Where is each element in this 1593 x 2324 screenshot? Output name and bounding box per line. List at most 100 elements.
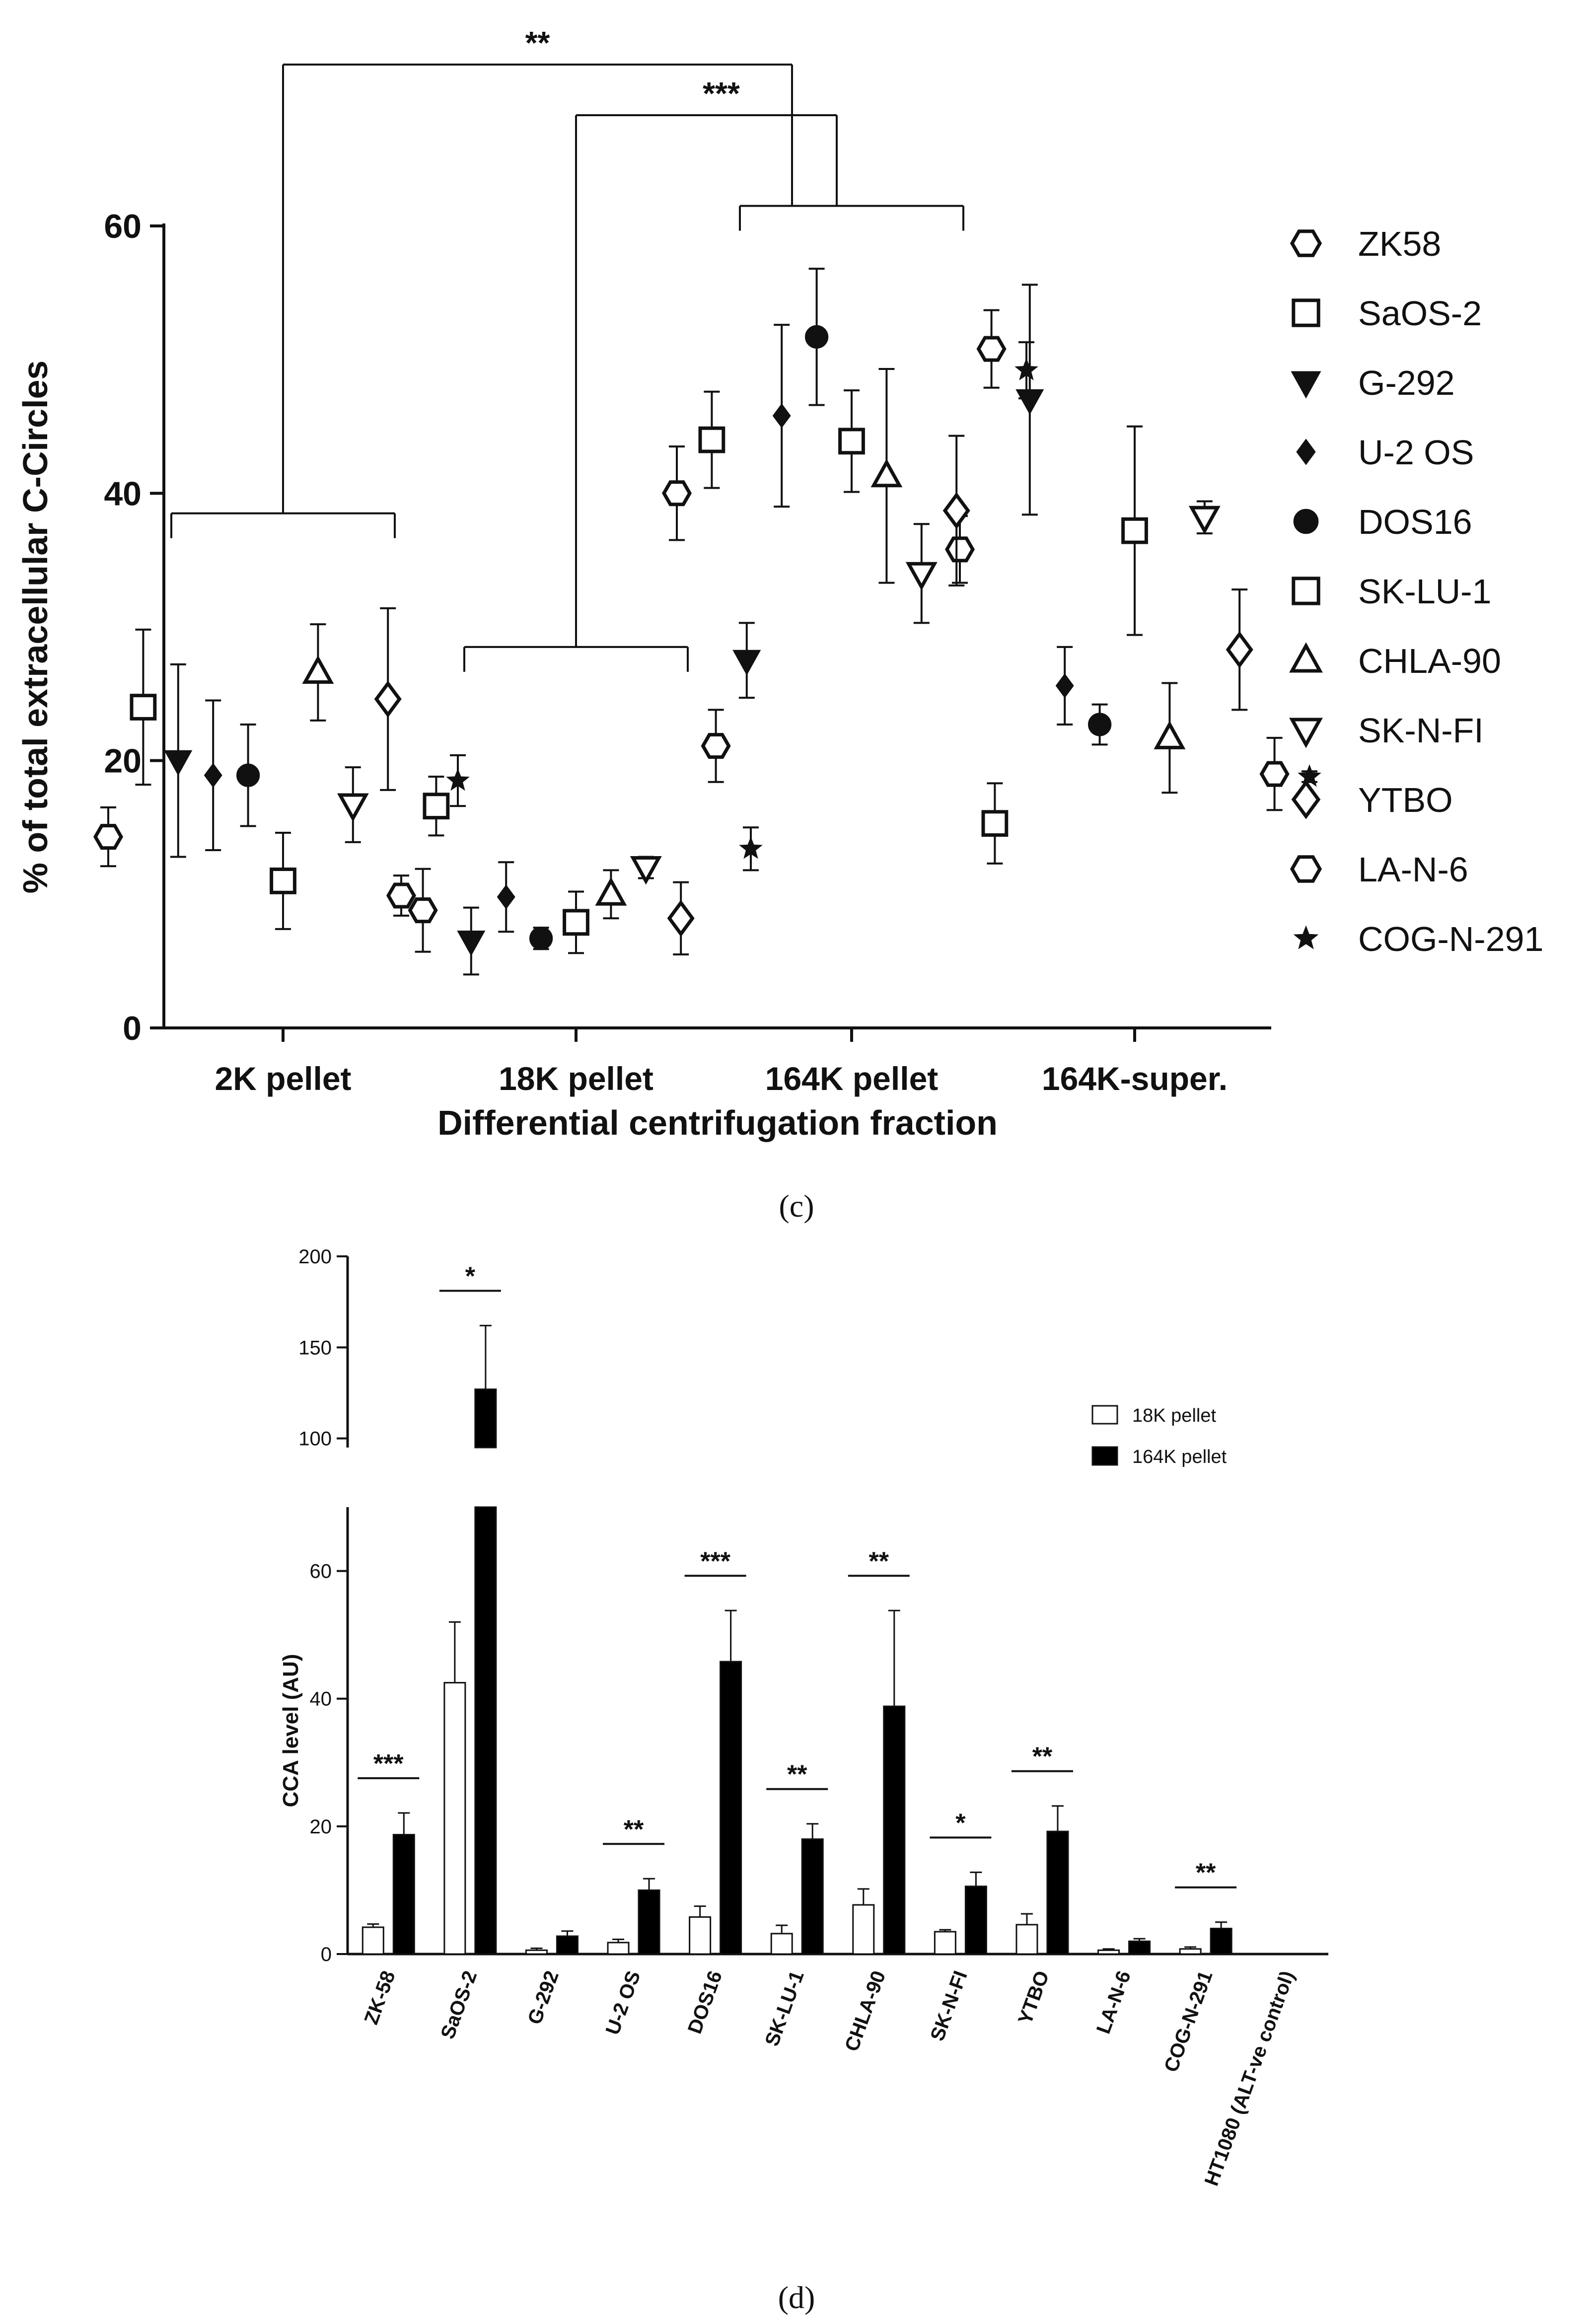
data-point	[701, 733, 731, 759]
bar-164k	[883, 1705, 906, 1955]
data-point	[772, 403, 791, 429]
data-point	[164, 750, 193, 776]
data-point	[1188, 506, 1221, 535]
bar-164k	[964, 1886, 987, 1955]
data-point	[270, 868, 296, 894]
significance-label: *	[955, 1809, 966, 1837]
data-point	[1014, 358, 1038, 380]
legend-label: CHLA-90	[1358, 642, 1501, 680]
bar-18k	[1015, 1924, 1038, 1955]
legend-marker	[1291, 371, 1321, 399]
data-point	[1259, 761, 1290, 787]
bar-164k	[1128, 1940, 1151, 1955]
data-point	[595, 877, 627, 906]
legend-marker	[1292, 577, 1320, 605]
bar-164k-upper	[474, 1388, 497, 1449]
data-point	[423, 793, 450, 820]
y-axis-title: % of total extracellular C-Circles	[16, 361, 55, 894]
significance-label: **	[869, 1547, 889, 1576]
data-point	[302, 655, 334, 684]
bar-18k	[607, 1942, 630, 1955]
y-tick-label: 40	[104, 475, 142, 512]
data-point	[1015, 389, 1044, 415]
bar-18k	[770, 1933, 793, 1955]
legend-swatch-164k	[1091, 1446, 1118, 1466]
data-point	[93, 824, 124, 850]
legend-label: SaOS-2	[1358, 294, 1482, 333]
data-point	[981, 810, 1009, 837]
y-tick-label: 0	[321, 1944, 332, 1965]
data-point	[661, 480, 692, 507]
significance-label: ***	[703, 75, 740, 111]
bar-164k	[556, 1935, 579, 1955]
data-point	[838, 428, 865, 455]
x-category-label: 164K pellet	[765, 1060, 939, 1097]
legend-label: G-292	[1358, 363, 1455, 402]
data-point	[698, 426, 725, 453]
data-point	[497, 884, 515, 910]
x-axis-title: Differential centrifugation fraction	[437, 1103, 998, 1142]
significance-label: **	[1032, 1743, 1053, 1771]
data-point	[739, 836, 763, 859]
legend-label: COG-N-291	[1358, 920, 1543, 958]
data-point	[805, 325, 829, 349]
y-tick-label: 0	[123, 1010, 142, 1047]
bar-18k	[443, 1682, 466, 1955]
bar-164k	[392, 1834, 415, 1955]
legend-marker	[1293, 508, 1319, 534]
data-point	[976, 336, 1007, 362]
bar-164k	[801, 1838, 824, 1955]
legend-label: SK-N-FI	[1358, 711, 1484, 750]
data-point	[337, 793, 369, 822]
data-point	[1226, 631, 1253, 668]
y-tick-label: 20	[310, 1816, 332, 1838]
legend-marker	[1291, 780, 1321, 819]
data-point	[374, 680, 402, 718]
data-point	[446, 768, 470, 791]
legend-label: SK-LU-1	[1358, 572, 1491, 611]
data-point	[529, 927, 553, 950]
data-point	[944, 536, 975, 563]
data-point	[204, 763, 222, 788]
panel-c-caption: (c)	[779, 1188, 814, 1224]
significance-label: ***	[700, 1547, 730, 1576]
y-tick-label: 150	[298, 1337, 332, 1359]
data-point	[942, 492, 970, 529]
y-tick-label: 100	[298, 1428, 332, 1450]
legend-marker	[1289, 642, 1323, 673]
x-category-label: 2K pellet	[215, 1060, 351, 1097]
x-category-label: 18K pellet	[499, 1060, 653, 1097]
data-point	[457, 931, 486, 956]
bar-18k	[852, 1904, 875, 1955]
y-axis-title: CCA level (AU)	[279, 1654, 303, 1808]
data-point	[1154, 721, 1186, 749]
significance-label: ***	[373, 1749, 404, 1778]
data-point	[905, 562, 938, 591]
significance-label: **	[525, 25, 550, 61]
y-tick-label: 60	[310, 1561, 332, 1583]
legend-label: LA-N-6	[1358, 850, 1468, 889]
data-point	[1055, 673, 1074, 698]
panel-d-caption: (d)	[778, 2280, 815, 2315]
data-point	[130, 694, 157, 721]
data-point	[386, 882, 417, 909]
data-point	[667, 900, 695, 937]
y-tick-label: 20	[104, 742, 142, 780]
bar-18k	[934, 1931, 956, 1955]
legend-label: YTBO	[1358, 781, 1453, 819]
data-point	[563, 909, 589, 936]
legend-label: ZK58	[1358, 224, 1441, 263]
data-point	[1298, 764, 1321, 787]
bar-164k	[1046, 1830, 1069, 1955]
bar-164k	[638, 1889, 660, 1955]
y-tick-label: 40	[310, 1688, 332, 1710]
legend-label: 18K pellet	[1132, 1405, 1216, 1426]
significance-label: **	[624, 1815, 644, 1844]
data-point	[630, 856, 662, 885]
legend-marker	[1289, 718, 1323, 748]
bar-18k	[362, 1926, 384, 1955]
bar-18k	[525, 1949, 548, 1955]
legend-label: DOS16	[1358, 503, 1472, 541]
